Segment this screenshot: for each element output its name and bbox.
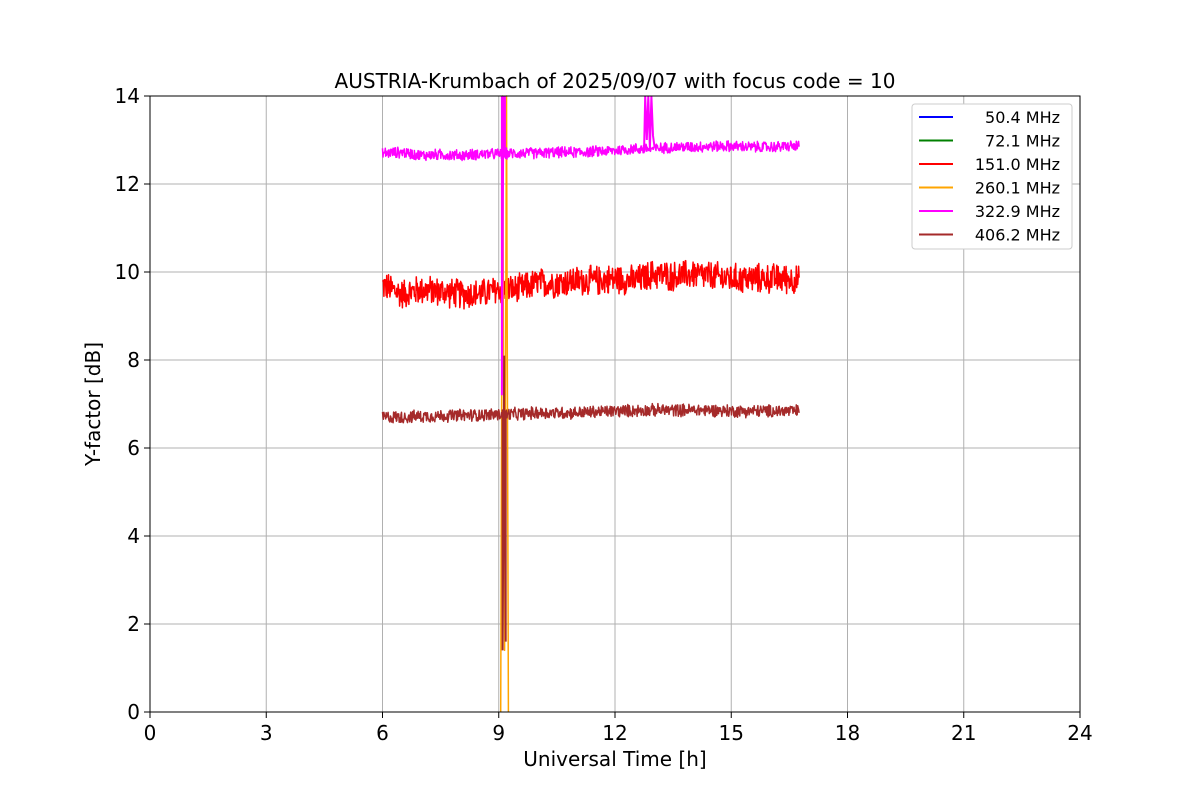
spike-line-1: [501, 355, 507, 651]
x-tick-label: 21: [951, 721, 976, 745]
legend-entry: 72.1 MHz: [985, 132, 1060, 151]
x-tick-label: 18: [835, 721, 860, 745]
x-tick-label: 24: [1067, 721, 1092, 745]
series-line-5: [381, 402, 800, 424]
y-tick-label: 4: [127, 524, 140, 548]
x-tick-label: 3: [260, 721, 273, 745]
series-line-4: [381, 140, 800, 162]
chart-title: AUSTRIA-Krumbach of 2025/09/07 with focu…: [335, 69, 896, 93]
x-tick-label: 15: [719, 721, 744, 745]
legend-entry: 260.1 MHz: [975, 179, 1060, 198]
y-tick-label: 12: [115, 172, 140, 196]
series-line-2: [381, 259, 800, 310]
spike-line-0: [500, 95, 506, 396]
x-tick-label: 6: [376, 721, 389, 745]
y-tick-label: 0: [127, 700, 140, 724]
legend-entry: 50.4 MHz: [985, 108, 1060, 127]
x-tick-label: 12: [602, 721, 627, 745]
legend-items: 50.4 MHz 72.1 MHz 151.0 MHz 260.1 MHz 32…: [919, 108, 1060, 245]
y-axis: 0 2 4 6 8 10 12 14: [115, 84, 150, 724]
y-tick-label: 8: [127, 348, 140, 372]
spike-line-2: [643, 95, 656, 149]
y-axis-label: Y-factor [dB]: [81, 342, 105, 467]
legend: 50.4 MHz 72.1 MHz 151.0 MHz 260.1 MHz 32…: [911, 103, 1073, 250]
legend-entry: 151.0 MHz: [975, 155, 1060, 174]
y-tick-label: 6: [127, 436, 140, 460]
x-axis-label: Universal Time [h]: [523, 747, 706, 771]
x-axis: 0 3 6 9 12 15 18 21 24: [144, 712, 1093, 745]
x-tick-label: 0: [144, 721, 157, 745]
legend-entry: 322.9 MHz: [975, 202, 1060, 221]
y-tick-label: 2: [127, 612, 140, 636]
series-layer: [381, 95, 800, 713]
y-tick-label: 14: [115, 84, 140, 108]
y-tick-label: 10: [115, 260, 140, 284]
legend-entry: 406.2 MHz: [975, 226, 1060, 245]
x-tick-label: 9: [492, 721, 505, 745]
